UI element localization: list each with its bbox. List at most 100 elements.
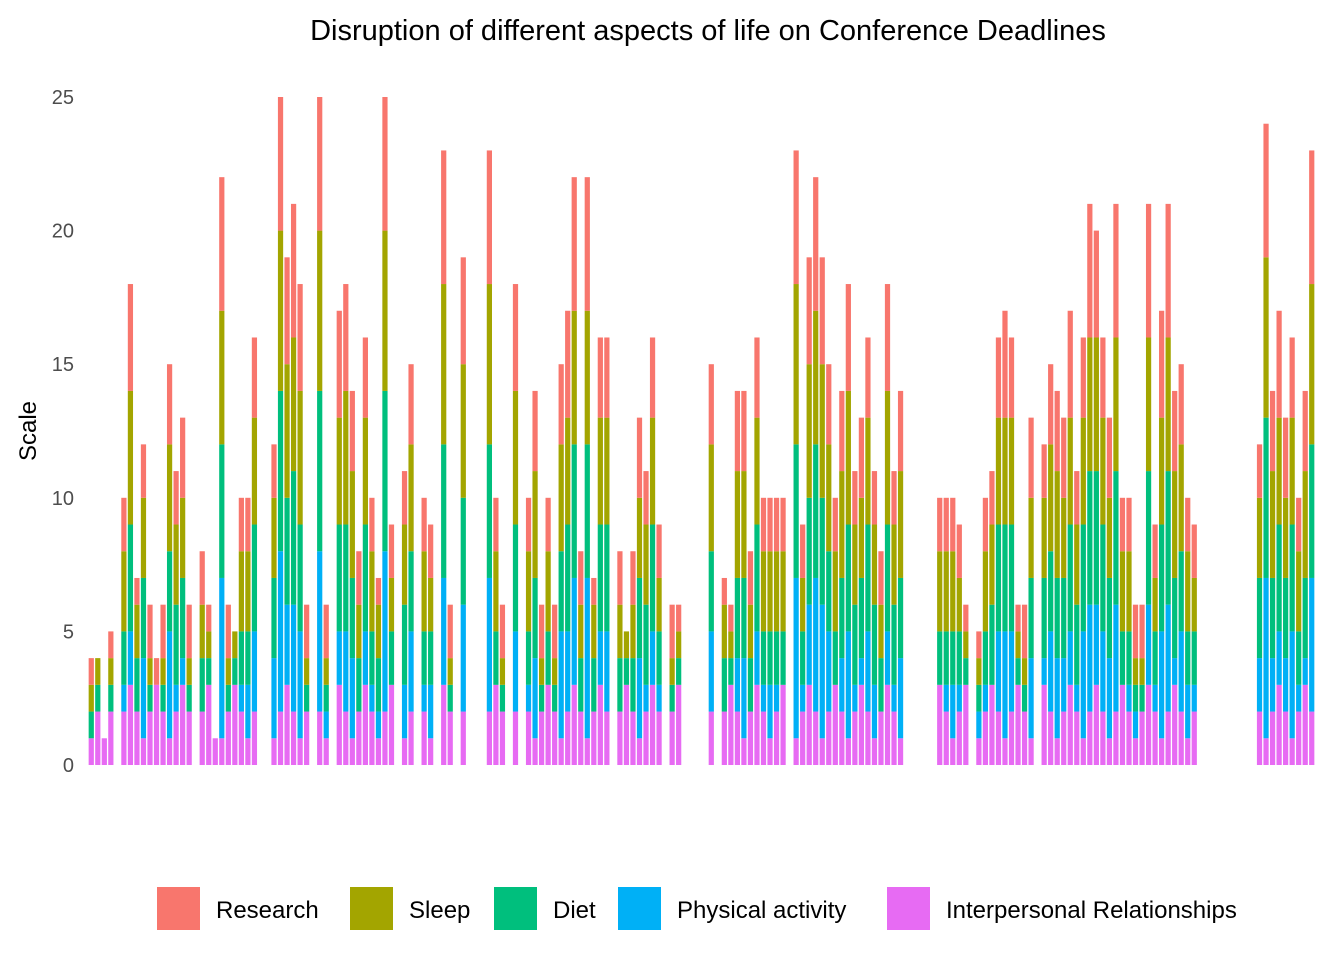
bar-segment-interpersonal-relationships	[1113, 711, 1119, 765]
bar-segment-physical-activity	[1067, 631, 1073, 685]
bar-segment-sleep	[1054, 471, 1060, 578]
bar-segment-physical-activity	[238, 684, 244, 712]
bar-segment-sleep	[1015, 631, 1021, 659]
bar-segment-diet	[976, 684, 982, 712]
bar-segment-sleep	[1093, 337, 1099, 472]
bar-segment-sleep	[878, 604, 884, 659]
bar-segment-interpersonal-relationships	[1067, 684, 1073, 765]
bar-segment-research	[1074, 471, 1080, 525]
bar-segment-sleep	[897, 471, 904, 578]
bar-segment-physical-activity	[323, 711, 329, 739]
bar-segment-research	[127, 284, 134, 391]
bar-segment-physical-activity	[173, 684, 179, 712]
bar-segment-interpersonal-relationships	[1296, 711, 1302, 765]
bar-segment-sleep	[858, 497, 865, 578]
bar-segment-sleep	[780, 551, 786, 632]
bar-segment-sleep	[290, 337, 297, 472]
legend: Research Sleep Diet Physical activity Interp…	[157, 887, 1237, 930]
bar-segment-diet	[604, 524, 610, 632]
bar-segment-diet	[428, 631, 434, 685]
bar-segment-physical-activity	[1106, 658, 1113, 739]
bar-segment-physical-activity	[421, 684, 427, 712]
bar-segment-diet	[538, 684, 545, 712]
bar-segment-diet	[160, 684, 166, 712]
bar-segment-interpersonal-relationships	[1061, 711, 1067, 765]
bar-segment-interpersonal-relationships	[871, 738, 878, 765]
bar-segment-interpersonal-relationships	[493, 684, 499, 765]
bar-segment-research	[591, 577, 597, 605]
bar-segment-sleep	[728, 631, 734, 659]
bar-segment-interpersonal-relationships	[813, 711, 819, 765]
bar-segment-research	[1178, 364, 1184, 445]
bar-segment-sleep	[565, 417, 571, 525]
bar-segment-sleep	[460, 364, 466, 498]
bar-segment-sleep	[121, 551, 127, 632]
bar-segment-physical-activity	[1159, 631, 1165, 739]
bar-segment-interpersonal-relationships	[1185, 738, 1191, 765]
bar-segment-physical-activity	[219, 577, 225, 739]
bar-segment-interpersonal-relationships	[219, 738, 225, 765]
bar-segment-sleep	[206, 631, 212, 659]
bar-segment-sleep	[578, 604, 584, 659]
bar-segment-research	[336, 310, 342, 418]
bar-segment-diet	[806, 497, 812, 605]
bar-segment-interpersonal-relationships	[160, 711, 166, 765]
bar-segment-diet	[571, 444, 577, 578]
bar-segment-research	[1087, 203, 1093, 338]
bar-segment-sleep	[721, 604, 727, 659]
bar-segment-physical-activity	[982, 684, 989, 712]
bar-segment-physical-activity	[1302, 658, 1308, 685]
bar-segment-diet	[656, 631, 662, 685]
bar-segment-physical-activity	[1087, 604, 1093, 712]
bar-segment-sleep	[88, 684, 94, 712]
bar-segment-physical-activity	[643, 684, 649, 712]
bar-segment-interpersonal-relationships	[1152, 711, 1158, 765]
bar-segment-sleep	[571, 310, 577, 445]
bar-segment-research	[499, 604, 506, 659]
bar-segment-physical-activity	[1028, 658, 1034, 739]
bar-segment-research	[708, 364, 714, 445]
bar-segment-diet	[1132, 684, 1139, 712]
bar-segment-interpersonal-relationships	[865, 711, 871, 765]
bar-segment-diet	[134, 658, 140, 712]
bar-segment-physical-activity	[793, 577, 799, 739]
bar-segment-sleep	[304, 658, 310, 685]
bar-segment-diet	[1296, 631, 1302, 685]
bar-segment-diet	[597, 524, 603, 632]
bar-segment-research	[897, 390, 904, 472]
bar-segment-research	[937, 497, 943, 552]
bar-segment-physical-activity	[813, 577, 819, 712]
bar-segment-sleep	[1165, 337, 1171, 472]
bar-segment-sleep	[166, 444, 173, 552]
bar-segment-sleep	[956, 577, 962, 632]
bar-segment-research	[1185, 497, 1191, 552]
bar-segment-sleep	[1132, 658, 1139, 685]
bar-segment-physical-activity	[441, 577, 447, 685]
bar-segment-sleep	[630, 604, 636, 659]
bar-segment-diet	[1015, 658, 1021, 685]
bar-segment-diet	[1080, 524, 1086, 632]
bar-segment-diet	[845, 524, 851, 632]
bar-segment-sleep	[421, 551, 427, 632]
bar-segment-physical-activity	[1185, 684, 1191, 739]
bar-segment-interpersonal-relationships	[669, 711, 675, 765]
bar-segment-physical-activity	[1145, 604, 1152, 685]
bar-segment-interpersonal-relationships	[760, 711, 767, 765]
bar-segment-sleep	[140, 497, 147, 578]
bar-segment-sleep	[277, 230, 284, 391]
bar-segment-physical-activity	[271, 658, 277, 739]
bar-segment-sleep	[884, 390, 891, 525]
bar-segment-interpersonal-relationships	[1054, 738, 1060, 765]
bar-segment-diet	[937, 631, 943, 685]
legend-label: Sleep	[409, 897, 470, 924]
bar-segment-diet	[1113, 471, 1119, 605]
bar-segment-diet	[447, 684, 453, 712]
bar-segment-research	[460, 257, 466, 365]
bar-segment-diet	[323, 684, 329, 712]
bar-segment-sleep	[865, 417, 871, 525]
bar-segment-interpersonal-relationships	[643, 711, 649, 765]
bar-segment-research	[865, 337, 871, 418]
bar-segment-sleep	[1309, 284, 1315, 445]
bar-segment-diet	[813, 444, 819, 578]
bar-segment-research	[180, 417, 186, 498]
